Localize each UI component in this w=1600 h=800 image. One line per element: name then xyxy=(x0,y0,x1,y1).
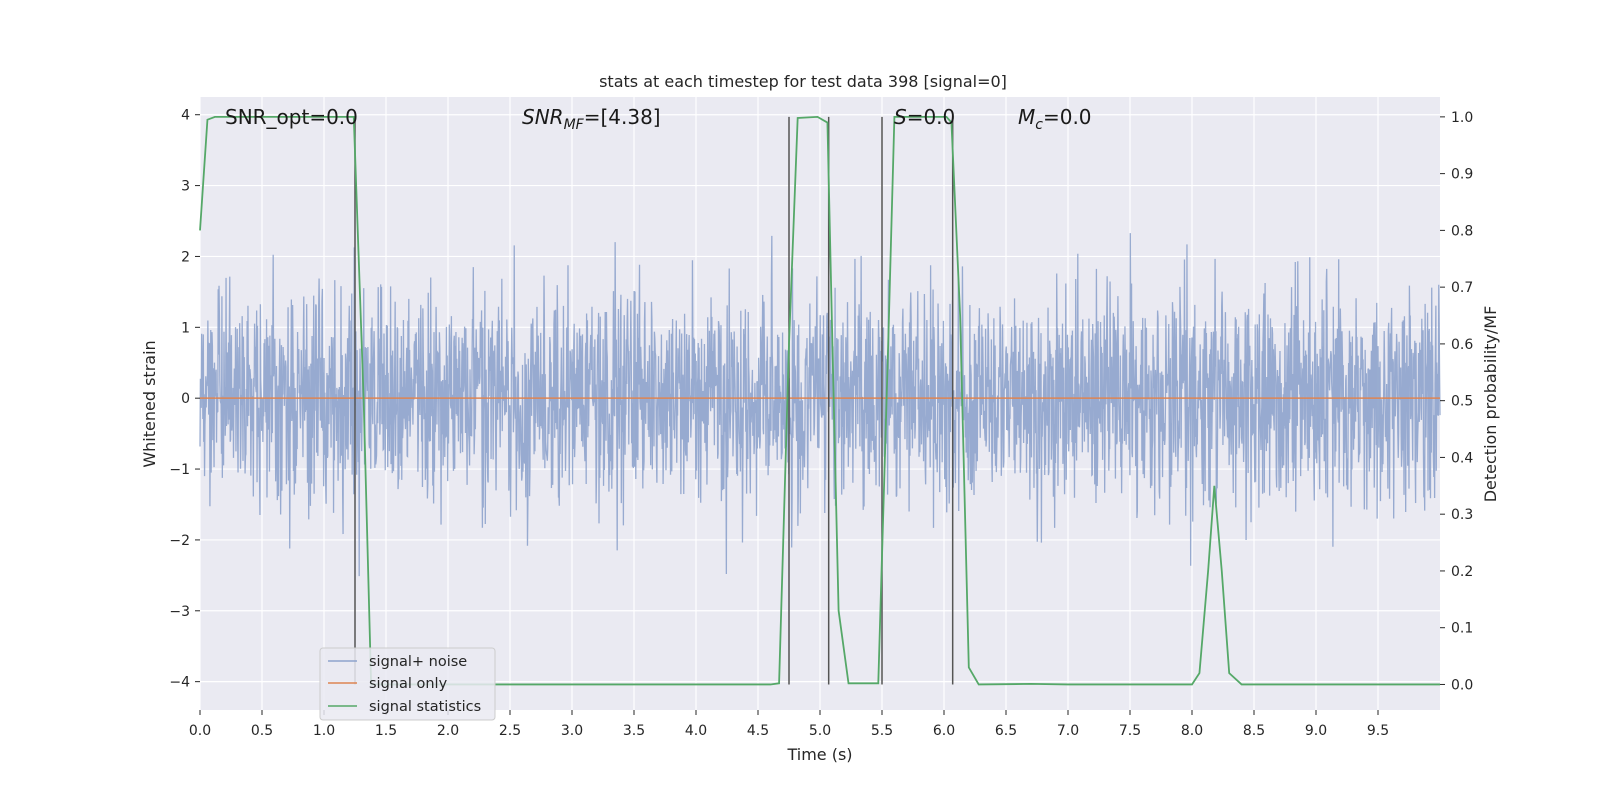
x-tick-label: 8.5 xyxy=(1243,723,1265,739)
series-signal-noise xyxy=(199,233,1441,577)
legend: signal+ noise signal only signal statist… xyxy=(319,647,496,721)
y-tick-label: 3 xyxy=(181,179,190,195)
x-tick-label: 7.0 xyxy=(1057,723,1079,739)
annotation-snr-opt: SNR_opt=0.0 xyxy=(225,105,358,129)
x-tick-label: 4.5 xyxy=(747,723,769,739)
snr-mf-subscript: MF xyxy=(564,117,585,133)
mc-symbol: M xyxy=(1018,105,1035,129)
x-tick-label: 5.5 xyxy=(871,723,893,739)
x-tick-label: 0.5 xyxy=(251,723,273,739)
y-right-axis-ticks: 1.0 0.9 0.8 0.7 0.6 0.5 0.4 0.3 0.2 0.1 0.0 xyxy=(1440,110,1473,693)
x-tick-label: 8.0 xyxy=(1181,723,1203,739)
annotation-mc: Mc=0.0 xyxy=(1018,105,1092,133)
x-tick-label: 7.5 xyxy=(1119,723,1141,739)
x-tick-label: 5.0 xyxy=(809,723,831,739)
x-tick-label: 2.5 xyxy=(499,723,521,739)
noise-line xyxy=(199,233,1441,577)
chart-title: stats at each timestep for test data 398… xyxy=(599,72,1007,91)
y-tick-label: 4 xyxy=(181,108,190,124)
annotation-s: S=0.0 xyxy=(894,105,955,129)
y-right-tick-label: 1.0 xyxy=(1451,110,1473,126)
y-tick-label: 0 xyxy=(181,391,190,407)
y-axis-ticks: 4 3 2 1 0 −1 −2 −3 −4 xyxy=(169,108,200,691)
y-right-tick-label: 0.9 xyxy=(1451,167,1473,183)
s-value: =0.0 xyxy=(907,105,956,129)
x-tick-label: 2.0 xyxy=(437,723,459,739)
x-tick-label: 3.0 xyxy=(561,723,583,739)
y-tick-label: −3 xyxy=(169,604,190,620)
snr-mf-value: =[4.38] xyxy=(584,105,661,129)
legend-label-signal-only: signal only xyxy=(369,676,448,692)
annotation-snr-mf: SNRMF=[4.38] xyxy=(522,105,661,133)
x-tick-label: 1.0 xyxy=(313,723,335,739)
x-tick-label: 9.5 xyxy=(1367,723,1389,739)
mc-value: =0.0 xyxy=(1043,105,1092,129)
y-right-tick-label: 0.3 xyxy=(1451,507,1473,523)
y-right-tick-label: 0.2 xyxy=(1451,564,1473,580)
x-tick-label: 0.0 xyxy=(189,723,211,739)
y-right-tick-label: 0.1 xyxy=(1451,621,1473,637)
s-symbol: S xyxy=(894,105,907,129)
legend-box xyxy=(319,647,496,721)
y-right-axis-label: Detection probability/MF xyxy=(1481,306,1500,503)
y-tick-label: −1 xyxy=(169,462,190,478)
x-tick-label: 4.0 xyxy=(685,723,707,739)
y-right-tick-label: 0.8 xyxy=(1451,223,1473,239)
y-axis-label: Whitened strain xyxy=(140,340,159,467)
vertical-markers xyxy=(354,116,954,685)
mc-subscript: c xyxy=(1035,117,1043,133)
y-right-tick-label: 0.0 xyxy=(1451,677,1473,693)
x-axis-label: Time (s) xyxy=(786,745,852,764)
x-tick-label: 6.0 xyxy=(933,723,955,739)
y-tick-label: 1 xyxy=(181,320,190,336)
y-right-tick-label: 0.7 xyxy=(1451,280,1473,296)
legend-label-signal-noise: signal+ noise xyxy=(369,654,467,670)
y-tick-label: −4 xyxy=(169,675,190,691)
y-right-tick-label: 0.4 xyxy=(1451,450,1473,466)
x-tick-label: 9.0 xyxy=(1305,723,1327,739)
snr-mf-symbol: SNR xyxy=(522,105,564,129)
y-tick-label: −2 xyxy=(169,533,190,549)
y-right-tick-label: 0.6 xyxy=(1451,337,1473,353)
x-axis-ticks: 0.0 0.5 1.0 1.5 2.0 2.5 3.0 3.5 4.0 4.5 5.0 5.5 6.0 6… xyxy=(189,710,1389,739)
y-right-tick-label: 0.5 xyxy=(1451,394,1473,410)
x-tick-label: 6.5 xyxy=(995,723,1017,739)
x-tick-label: 1.5 xyxy=(375,723,397,739)
y-tick-label: 2 xyxy=(181,249,190,265)
legend-label-signal-statistics: signal statistics xyxy=(369,699,481,715)
x-tick-label: 3.5 xyxy=(623,723,645,739)
